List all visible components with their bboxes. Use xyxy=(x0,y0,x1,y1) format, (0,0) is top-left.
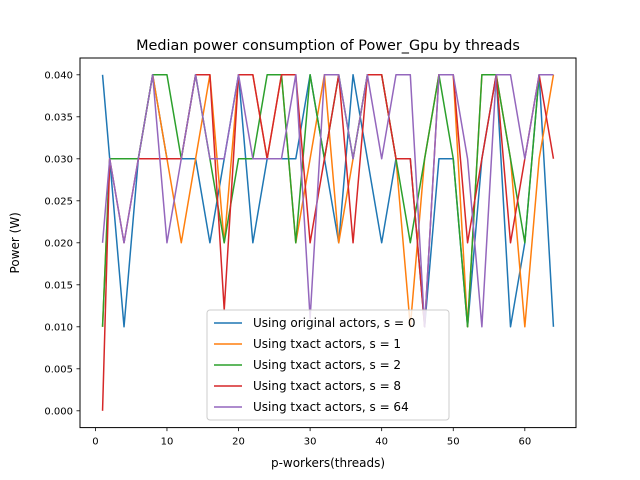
legend-label-2: Using txact actors, s = 2 xyxy=(253,358,401,372)
x-tick-label: 60 xyxy=(518,437,531,448)
y-tick-label: 0.010 xyxy=(44,322,73,333)
x-tick-label: 40 xyxy=(375,437,388,448)
x-tick-label: 20 xyxy=(232,437,245,448)
x-axis-ticks: 0 10 20 30 40 50 60 xyxy=(92,427,531,448)
legend-label-4: Using txact actors, s = 64 xyxy=(253,400,409,414)
legend-label-3: Using txact actors, s = 8 xyxy=(253,379,401,393)
y-tick-label: 0.020 xyxy=(44,238,73,249)
x-axis-label: p-workers(threads) xyxy=(271,456,385,470)
chart-title: Median power consumption of Power_Gpu by… xyxy=(136,38,520,54)
legend-label-0: Using original actors, s = 0 xyxy=(253,316,415,330)
series-layer xyxy=(101,74,555,411)
y-axis-ticks: 0.000 0.005 0.010 0.015 0.020 0.025 0.030 0.035… xyxy=(44,70,80,417)
y-tick-label: 0.040 xyxy=(44,70,73,81)
y-tick-label: 0.025 xyxy=(44,196,73,207)
series-line-3 xyxy=(101,74,555,411)
x-tick-label: 10 xyxy=(161,437,174,448)
y-tick-label: 0.015 xyxy=(44,280,73,291)
x-tick-label: 0 xyxy=(92,437,98,448)
y-tick-label: 0.000 xyxy=(44,406,73,417)
legend-box xyxy=(206,309,450,421)
y-tick-label: 0.005 xyxy=(44,364,73,375)
series-line-4 xyxy=(101,74,554,328)
y-tick-label: 0.030 xyxy=(44,154,73,165)
y-tick-label: 0.035 xyxy=(44,112,73,123)
y-axis-label: Power (W) xyxy=(8,212,22,273)
x-tick-label: 50 xyxy=(447,437,460,448)
x-tick-label: 30 xyxy=(304,437,317,448)
legend: Using original actors, s = 0 Using txact … xyxy=(206,309,450,421)
legend-label-1: Using txact actors, s = 1 xyxy=(253,337,401,351)
